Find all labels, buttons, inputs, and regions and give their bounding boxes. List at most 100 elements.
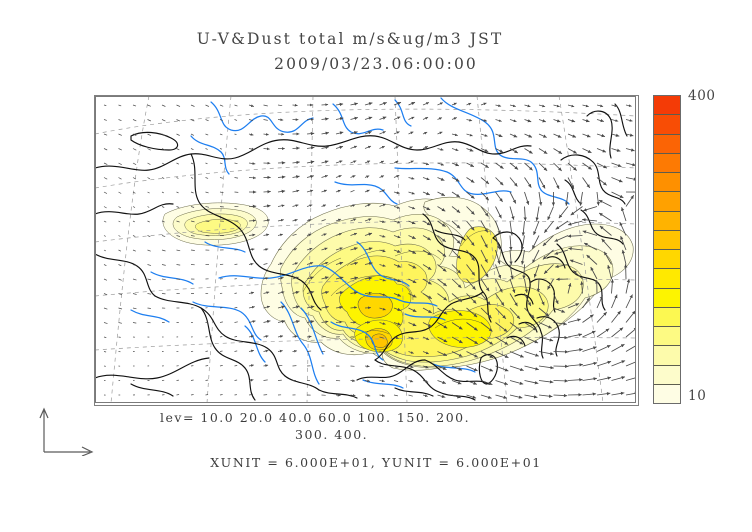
- wind-vector: [292, 189, 300, 193]
- wind-vector: [350, 276, 358, 280]
- wind-vector: [306, 276, 314, 280]
- wind-vector: [248, 305, 255, 309]
- wind-vector: [118, 191, 122, 194]
- wind-vector: [364, 189, 370, 193]
- wind-vector: [364, 160, 371, 164]
- wind-vector: [509, 394, 523, 399]
- wind-vector: [495, 133, 503, 138]
- wind-vector: [437, 278, 447, 287]
- wind-vector: [277, 118, 284, 122]
- wind-vector: [509, 336, 524, 345]
- wind-vector: [132, 133, 137, 136]
- wind-vector: [466, 206, 475, 215]
- wind-vector: [596, 148, 607, 153]
- wind-vector: [524, 351, 539, 357]
- wind-vector: [611, 104, 618, 108]
- wind-vector: [350, 189, 355, 193]
- wind-vector: [480, 220, 489, 233]
- wind-vector: [422, 206, 431, 211]
- wind-vector: [263, 190, 271, 194]
- wind-vector: [219, 148, 223, 150]
- wind-vector: [619, 221, 627, 236]
- wind-vector: [277, 189, 286, 194]
- wind-vector: [422, 394, 428, 397]
- colorbar-band: [654, 153, 680, 173]
- wind-vector: [190, 104, 195, 107]
- wind-vector: [408, 101, 416, 106]
- wind-vector: [582, 119, 590, 123]
- wind-vector: [451, 191, 461, 198]
- wind-vector: [553, 379, 569, 383]
- wind-vector: [219, 133, 223, 136]
- wind-vector: [176, 133, 180, 136]
- wind-vector: [538, 104, 546, 108]
- wind-vector: [495, 148, 504, 153]
- wind-vector: [538, 162, 548, 172]
- wind-vector: [306, 247, 313, 251]
- wind-vector: [422, 220, 431, 226]
- wind-vector: [190, 249, 195, 251]
- wind-vector: [234, 365, 238, 367]
- wind-vector: [379, 175, 385, 178]
- wind-vector: [408, 307, 417, 313]
- wind-vector: [118, 249, 122, 252]
- wind-vector: [364, 379, 371, 383]
- wind-vector: [466, 235, 475, 247]
- wind-vector: [466, 148, 474, 152]
- wind-vector: [408, 176, 415, 180]
- wind-vector: [219, 162, 223, 165]
- wind-vector: [553, 133, 562, 138]
- wind-vector: [480, 351, 494, 359]
- wind-vector: [379, 394, 385, 397]
- wind-vector: [495, 307, 507, 320]
- wind-vector: [118, 148, 122, 151]
- colorbar-band: [654, 230, 680, 250]
- wind-vector: [393, 278, 402, 283]
- wind-vector: [364, 116, 373, 120]
- colorbar-band: [654, 192, 680, 212]
- wind-vector: [601, 238, 612, 251]
- wind-vector: [234, 350, 238, 352]
- wind-vector: [364, 131, 372, 135]
- wind-vector: [625, 104, 632, 108]
- wind-vector: [118, 162, 122, 166]
- wind-vector: [582, 297, 591, 309]
- map-plot-area[interactable]: [94, 95, 639, 406]
- wind-vector: [524, 380, 539, 385]
- vector-key-up-arrow: [39, 407, 49, 419]
- wind-vector: [509, 177, 518, 187]
- wind-vector: [422, 235, 432, 241]
- wind-vector: [147, 191, 150, 194]
- wind-vector: [132, 235, 136, 237]
- wind-vector: [408, 278, 417, 284]
- wind-vector: [437, 191, 446, 197]
- wind-vector: [422, 264, 432, 271]
- wind-vector: [364, 364, 370, 368]
- wind-vector: [248, 248, 255, 251]
- wind-vector: [248, 147, 255, 151]
- wind-vector: [524, 365, 539, 371]
- wind-vector: [190, 394, 194, 396]
- wind-vector: [547, 206, 554, 221]
- wind-vector: [495, 365, 509, 372]
- wind-vector: [379, 336, 384, 339]
- wind-vector: [451, 264, 462, 274]
- wind-vector: [437, 293, 448, 301]
- wind-vector: [132, 104, 137, 107]
- wind-vector: [451, 365, 463, 371]
- wind-vector: [509, 307, 521, 320]
- wind-vector: [437, 162, 445, 166]
- wind-vector: [263, 335, 269, 338]
- wind-vector: [190, 191, 194, 194]
- wind-vector: [495, 206, 502, 219]
- wind-vector: [277, 104, 283, 107]
- wind-vector: [553, 104, 560, 108]
- wind-vector: [306, 146, 315, 150]
- wind-vector: [451, 307, 463, 317]
- wind-vector: [598, 212, 612, 222]
- wind-vector: [393, 160, 399, 164]
- wind-vector: [596, 104, 604, 108]
- wind-vector: [611, 191, 624, 199]
- colorbar[interactable]: [653, 95, 681, 404]
- wind-vector: [277, 175, 286, 179]
